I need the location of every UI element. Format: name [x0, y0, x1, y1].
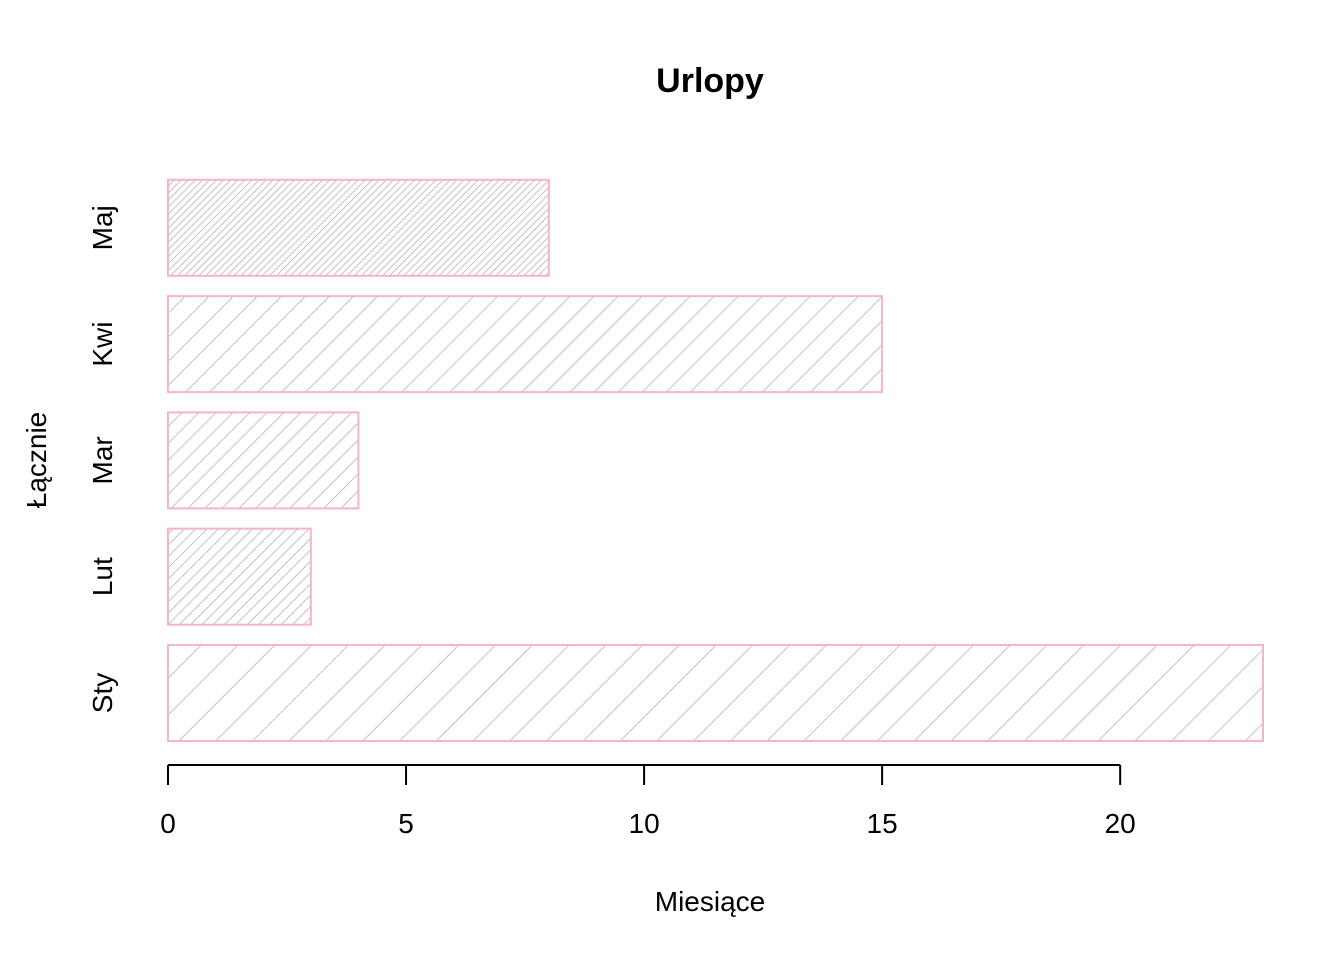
x-tick-label: 10 [629, 808, 660, 839]
x-tick-label: 20 [1105, 808, 1136, 839]
x-axis-label: Miesiące [655, 886, 765, 917]
bar-maj [167, 178, 550, 277]
x-tick-label: 0 [160, 808, 176, 839]
bar-mar [167, 411, 360, 510]
y-tick-label: Kwi [87, 322, 118, 367]
chart-title: Urlopy [656, 62, 764, 100]
y-axis-tick-labels: Sty Lut Mar Kwi Maj [87, 205, 118, 713]
bar-lut [167, 527, 312, 626]
bars-group [167, 178, 1264, 742]
y-tick-label: Mar [87, 436, 118, 484]
y-tick-label: Maj [87, 205, 118, 250]
x-axis: 0 5 10 15 20 [160, 764, 1136, 839]
bar-kwi [167, 295, 884, 394]
x-tick-label: 5 [398, 808, 414, 839]
x-tick-label: 15 [867, 808, 898, 839]
y-axis-label: Łącznie [21, 412, 52, 509]
y-tick-label: Lut [87, 557, 118, 596]
bar-sty [167, 644, 1264, 742]
y-tick-label: Sty [87, 673, 118, 713]
